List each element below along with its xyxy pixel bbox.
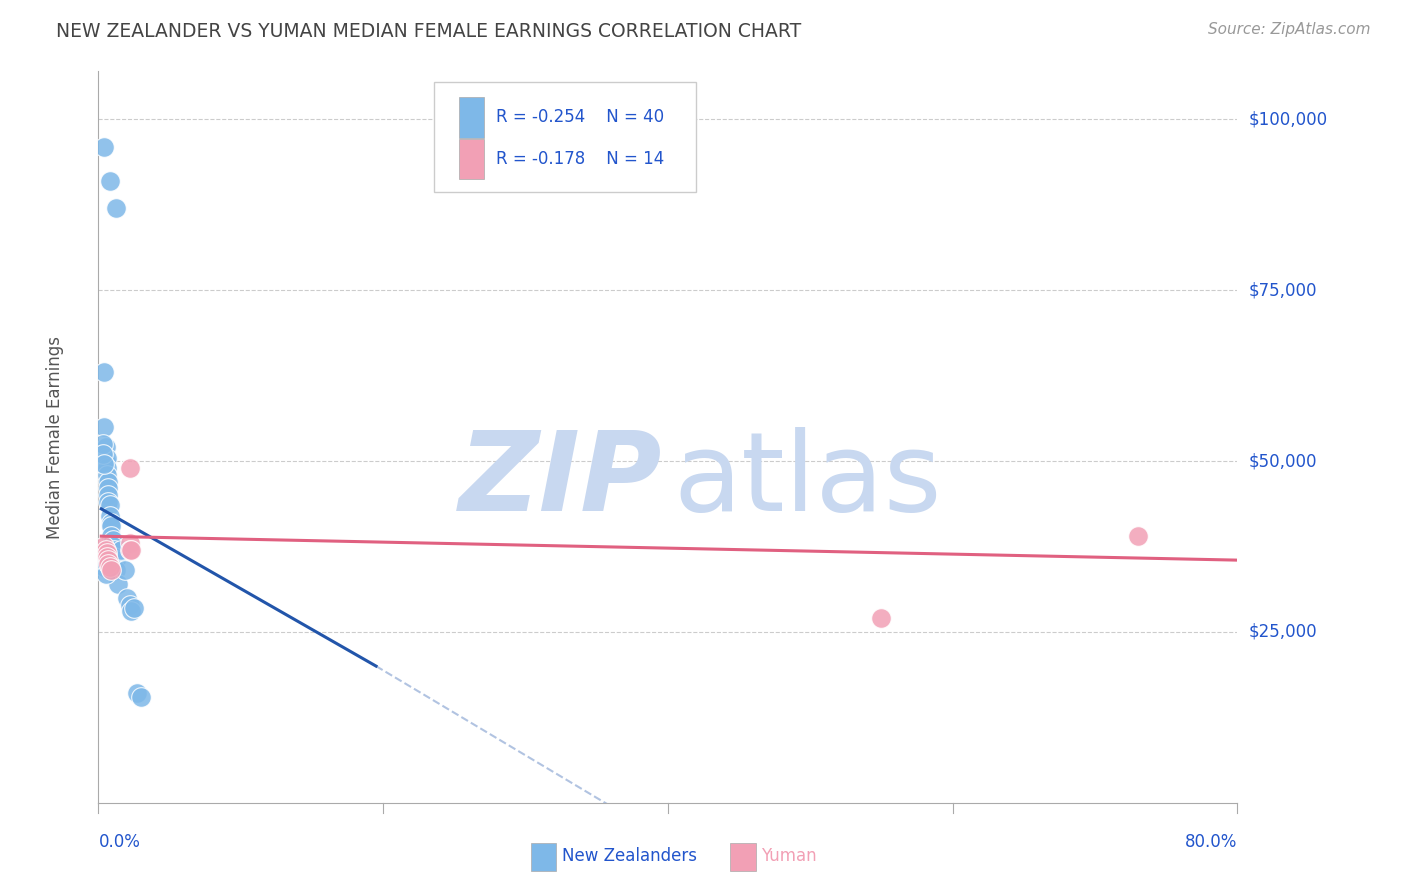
Point [114, 563, 136, 577]
Text: R = -0.178    N = 14: R = -0.178 N = 14 [496, 150, 664, 168]
Point [97, 495, 120, 509]
Point [96, 460, 118, 475]
Point [103, 542, 125, 557]
Point [93, 365, 115, 379]
Text: New Zealanders: New Zealanders [562, 847, 697, 865]
Point [118, 460, 141, 475]
Point [100, 516, 122, 530]
Point [103, 549, 125, 564]
Point [98, 508, 121, 523]
Point [96, 549, 118, 564]
Point [120, 604, 142, 618]
Point [93, 458, 115, 472]
Point [1126, 529, 1149, 543]
Point [97, 488, 120, 502]
Text: 0.0%: 0.0% [98, 833, 141, 851]
Bar [460, 139, 485, 179]
Text: 80.0%: 80.0% [1185, 833, 1237, 851]
Point [94, 566, 117, 581]
Point [94, 454, 117, 468]
Text: Yuman: Yuman [761, 847, 817, 865]
Point [93, 139, 115, 153]
Point [97, 475, 120, 489]
Point [120, 542, 142, 557]
Point [94, 440, 117, 454]
Point [122, 601, 145, 615]
FancyBboxPatch shape [434, 82, 696, 192]
Point [104, 563, 127, 577]
Point [94, 542, 117, 557]
Point [118, 536, 141, 550]
Point [93, 557, 115, 571]
Point [98, 174, 121, 188]
Point [93, 560, 115, 574]
Text: ZIP: ZIP [458, 427, 662, 534]
Text: $100,000: $100,000 [1249, 111, 1327, 128]
Point [96, 546, 118, 560]
Point [100, 519, 122, 533]
Point [91, 447, 114, 461]
Text: NEW ZEALANDER VS YUMAN MEDIAN FEMALE EARNINGS CORRELATION CHART: NEW ZEALANDER VS YUMAN MEDIAN FEMALE EAR… [56, 22, 801, 41]
Point [98, 499, 121, 513]
Point [110, 542, 132, 557]
Text: $50,000: $50,000 [1249, 452, 1317, 470]
Point [101, 540, 124, 554]
Point [91, 437, 114, 451]
Point [870, 611, 893, 625]
Point [104, 553, 127, 567]
Point [97, 481, 120, 495]
Point [98, 560, 121, 574]
Point [129, 690, 152, 704]
Point [100, 563, 122, 577]
Bar [531, 843, 557, 871]
Bar [460, 97, 485, 137]
Text: atlas: atlas [673, 427, 942, 534]
Point [96, 450, 118, 465]
Point [104, 201, 127, 215]
Point [97, 557, 120, 571]
Point [115, 591, 138, 605]
Text: $75,000: $75,000 [1249, 281, 1317, 299]
Point [96, 467, 118, 482]
Bar [731, 843, 755, 871]
Text: Source: ZipAtlas.com: Source: ZipAtlas.com [1208, 22, 1371, 37]
Point [93, 540, 115, 554]
Point [107, 577, 129, 591]
Point [101, 533, 124, 547]
Point [125, 686, 148, 700]
Point [118, 598, 141, 612]
Text: R = -0.254    N = 40: R = -0.254 N = 40 [496, 109, 664, 127]
Text: $25,000: $25,000 [1249, 623, 1317, 641]
Point [100, 529, 122, 543]
Text: Median Female Earnings: Median Female Earnings [46, 335, 65, 539]
Point [118, 542, 141, 557]
Point [97, 553, 120, 567]
Point [93, 420, 115, 434]
